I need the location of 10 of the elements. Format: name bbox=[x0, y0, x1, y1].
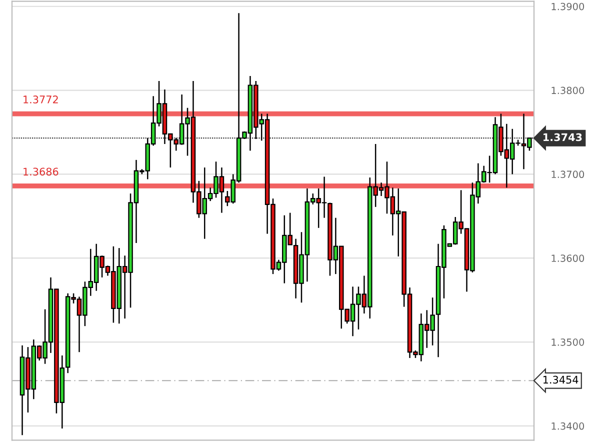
ref-line-label: 1.3686 bbox=[24, 168, 58, 176]
y-tick-label: 1.3400 bbox=[552, 422, 584, 430]
ref-line-label: 1.3772 bbox=[24, 96, 58, 104]
y-tick-label: 1.3500 bbox=[552, 338, 584, 346]
ref-line-label: 1.3454 bbox=[543, 376, 578, 384]
ref-line-label: 1.3743 bbox=[544, 133, 582, 142]
y-tick-label: 1.3900 bbox=[552, 2, 584, 10]
y-tick-label: 1.3600 bbox=[552, 254, 584, 262]
y-tick-label: 1.3700 bbox=[552, 170, 584, 178]
y-tick-label: 1.3800 bbox=[552, 86, 584, 94]
